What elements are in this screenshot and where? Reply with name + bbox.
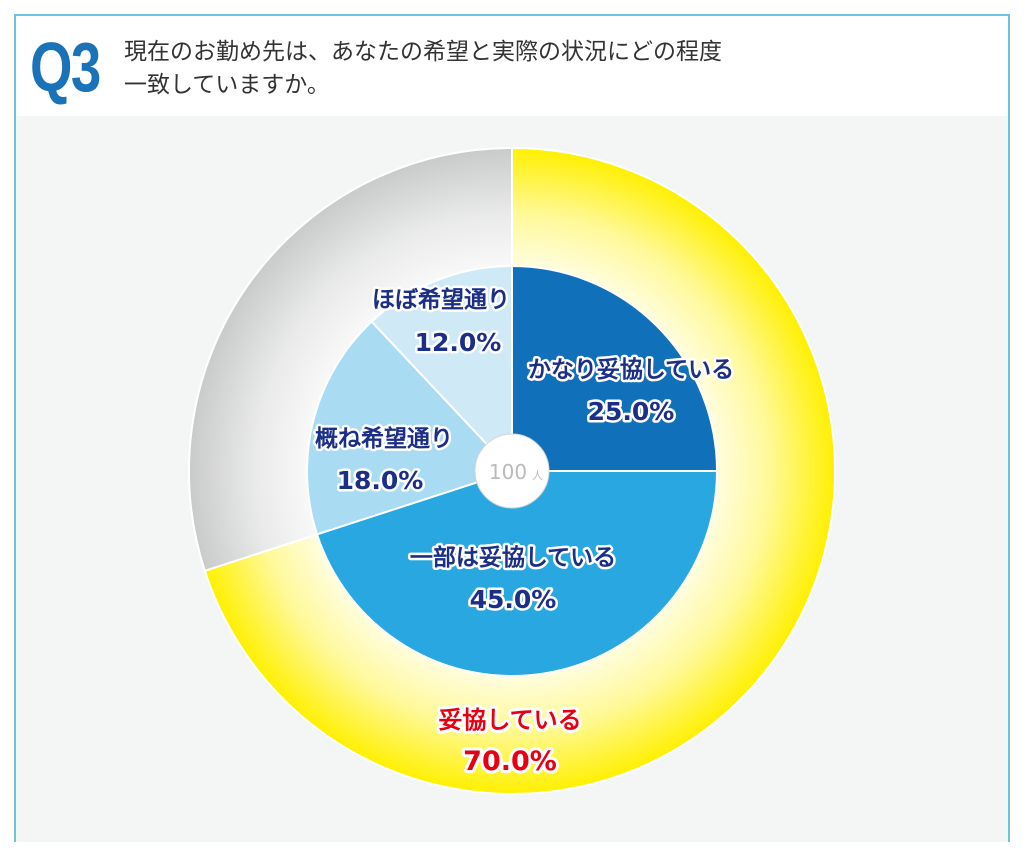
ring-value-dakyou: 70.0% (463, 746, 557, 777)
center-count: 100 (489, 460, 527, 484)
question-line-2: 一致していますか。 (124, 72, 330, 98)
slice-label-ookamune: 概ね希望通り (315, 425, 453, 452)
question-line-1: 現在のお勤め先は、あなたの希望と実際の状況にどの程度 (124, 39, 722, 65)
slice-value-ichibu: 45.0% (470, 585, 557, 614)
inner-pie-slice-1 (315, 470, 719, 677)
center-unit: 人 (532, 469, 543, 482)
header: Q3 現在のお勤め先は、あなたの希望と実際の状況にどの程度 一致していますか。 (16, 16, 1008, 116)
question-text: 現在のお勤め先は、あなたの希望と実際の状況にどの程度 一致していますか。 (124, 36, 944, 102)
ring-label-dakyou: 妥協している (438, 706, 581, 734)
slice-value-kanari: 25.0% (588, 397, 675, 426)
slice-value-ookamune: 18.0% (337, 466, 424, 495)
slice-label-hobo: ほぼ希望通り (372, 286, 510, 313)
slice-label-kanari: かなり妥協している (528, 357, 734, 383)
inner-pie-slice-2 (306, 320, 514, 536)
question-number: Q3 (30, 28, 101, 106)
slice-label-ichibu: 一部は妥協している (410, 544, 616, 571)
center-circle (474, 433, 550, 509)
slice-value-hobo: 12.0% (415, 328, 502, 357)
inner-pie-slice-3 (370, 264, 513, 474)
inner-pie-slice-0 (511, 264, 719, 472)
